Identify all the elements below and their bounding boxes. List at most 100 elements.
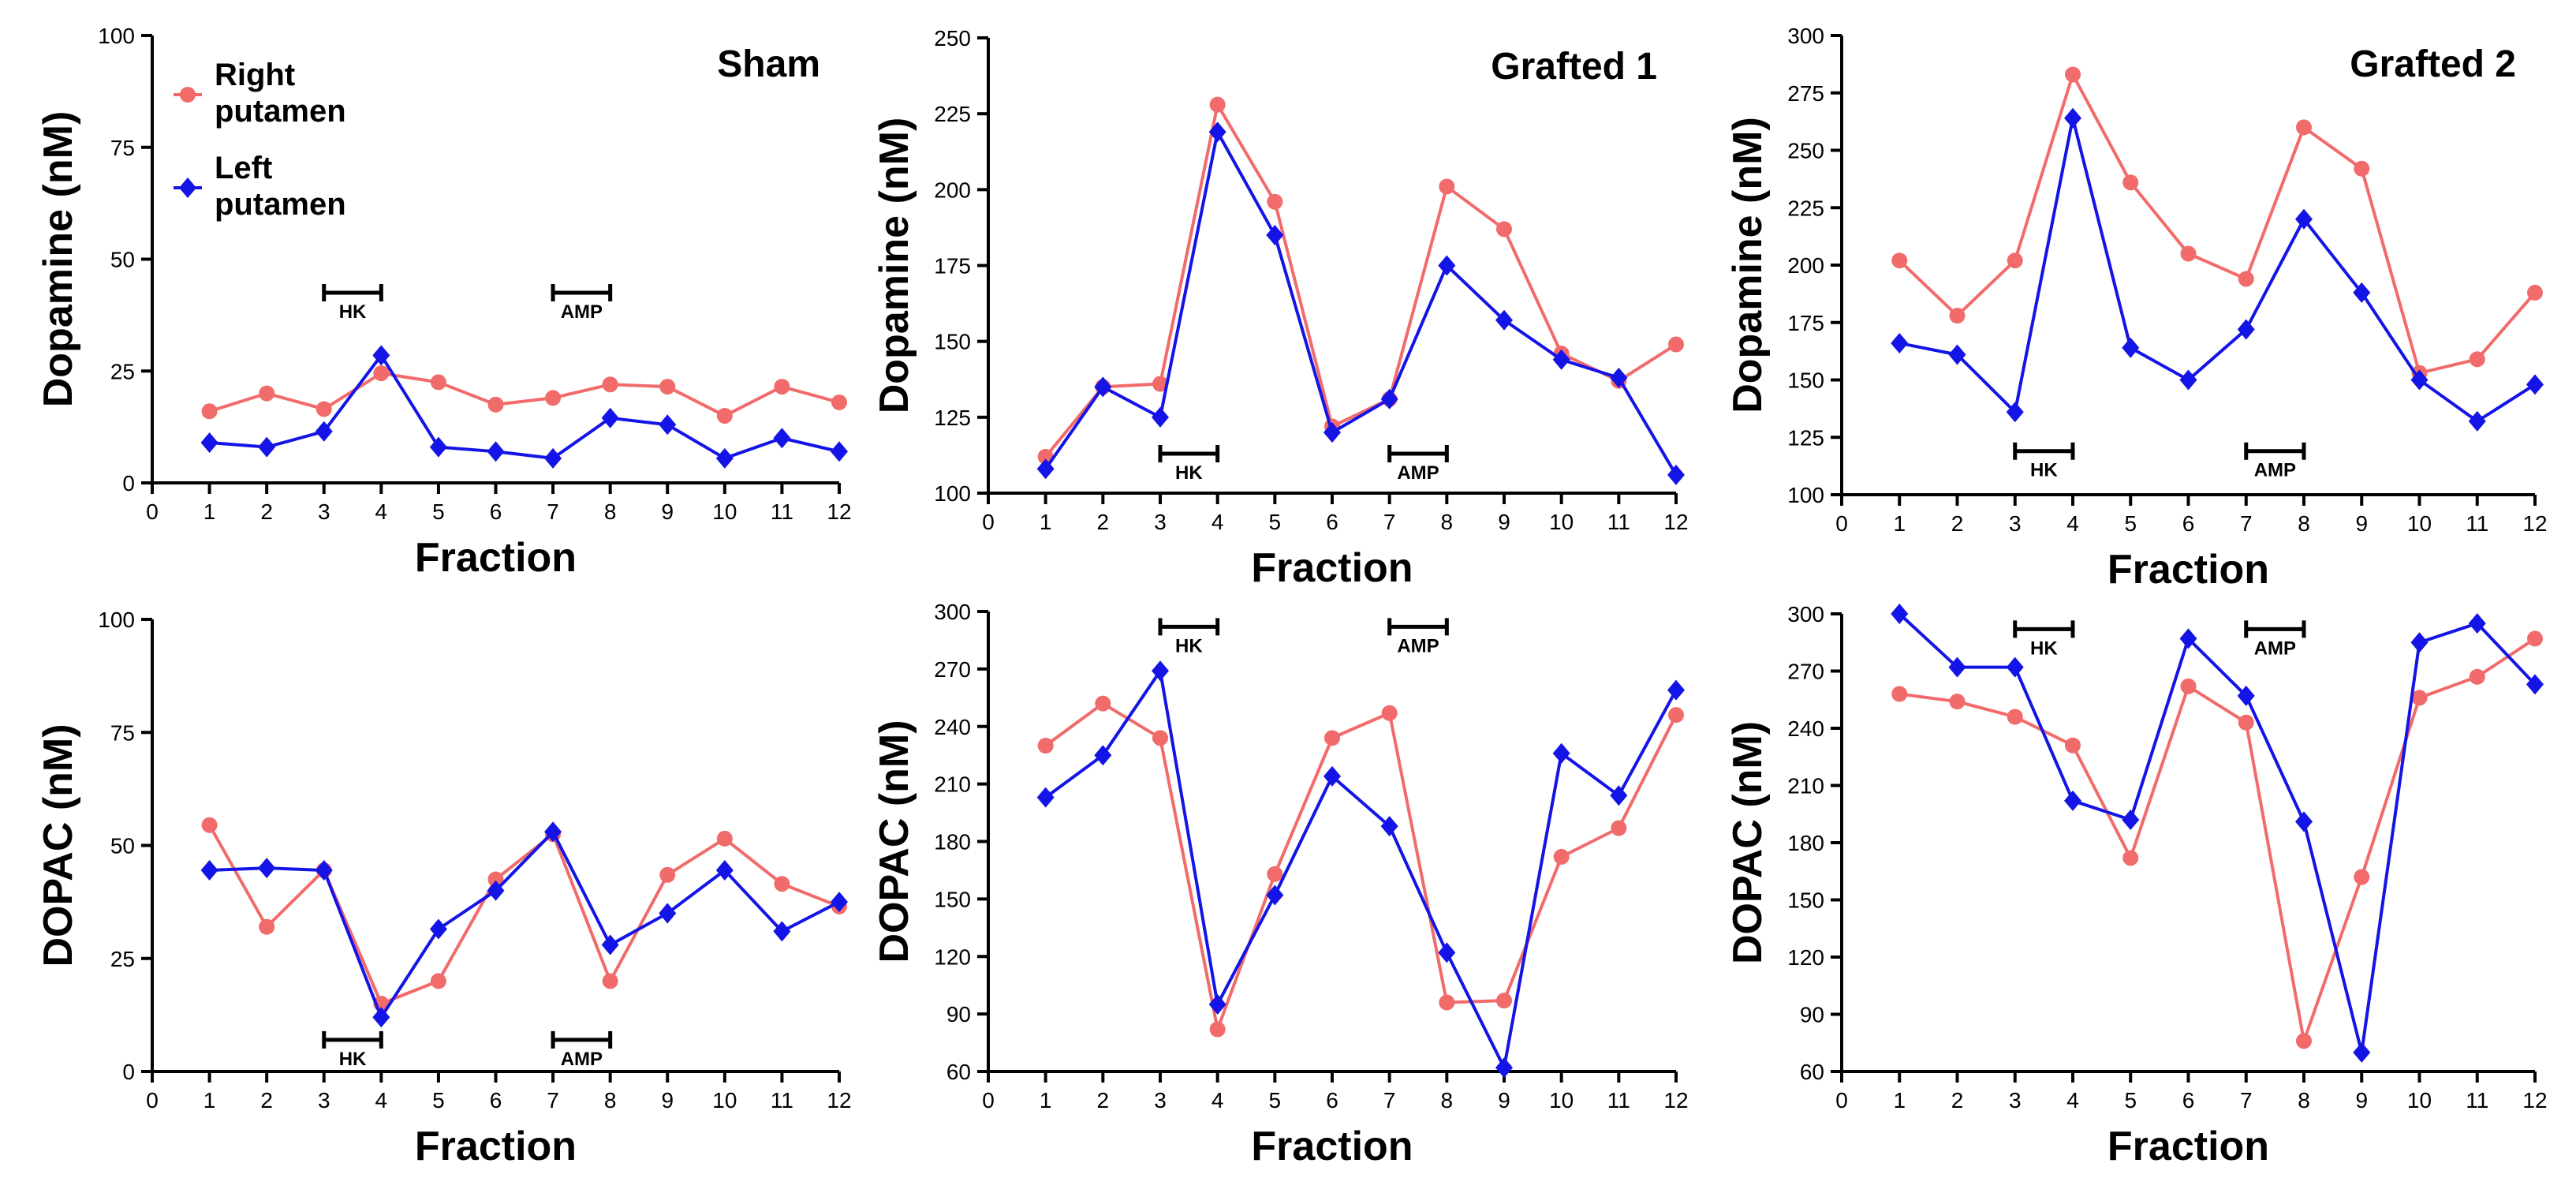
x-tick-label: 12: [2522, 511, 2547, 536]
x-tick-label: 11: [1607, 510, 1630, 534]
data-point-left-putamen: [2122, 337, 2140, 358]
data-point-left-putamen: [1036, 787, 1055, 808]
x-tick-label: 12: [2522, 1088, 2547, 1113]
x-tick-label: 0: [146, 1088, 159, 1113]
y-tick-label: 210: [1787, 774, 1824, 798]
data-point-right-putamen: [1553, 848, 1570, 865]
data-point-right-putamen: [1668, 707, 1684, 724]
data-point-left-putamen: [2353, 282, 2371, 303]
y-tick-label: 225: [1787, 196, 1824, 220]
x-tick-label: 0: [982, 1088, 995, 1113]
data-point-right-putamen: [2469, 668, 2485, 685]
data-point-left-putamen: [1380, 816, 1398, 837]
series-line-right-putamen: [207, 824, 840, 1006]
data-point-left-putamen: [1495, 1057, 1513, 1079]
x-tick-label: 5: [2124, 1088, 2137, 1113]
data-point-right-putamen: [1891, 252, 1908, 269]
y-tick-label: 50: [110, 834, 135, 858]
data-point-left-putamen: [1610, 785, 1628, 806]
x-tick-label: 1: [203, 499, 216, 524]
bracket-label: AMP: [561, 301, 603, 323]
x-tick-label: 0: [1835, 1088, 1848, 1113]
data-point-right-putamen: [2527, 630, 2543, 647]
y-axis-title: Dopamine (nM): [1725, 117, 1771, 413]
data-point-right-putamen: [2122, 850, 2139, 866]
legend-marker-right: [180, 87, 196, 103]
data-point-left-putamen: [429, 436, 447, 458]
bracket-label: AMP: [2254, 638, 2296, 659]
data-point-right-putamen: [487, 871, 504, 888]
y-axis-title: Dopamine (nM): [35, 111, 81, 408]
data-point-left-putamen: [2237, 685, 2255, 706]
x-tick-label: 8: [604, 1088, 617, 1113]
data-point-left-putamen: [1152, 406, 1169, 428]
data-point-left-putamen: [2122, 810, 2140, 830]
panel-title: Grafted 2: [2350, 43, 2516, 85]
bracket-line: [1158, 618, 1220, 636]
bracket-label: AMP: [2254, 460, 2296, 481]
data-point-left-putamen: [1438, 255, 1456, 276]
bracket-label: AMP: [561, 1049, 603, 1070]
data-point-left-putamen: [2064, 790, 2081, 811]
series-line-left-putamen: [209, 828, 840, 1021]
data-point-right-putamen: [2007, 709, 2023, 725]
y-tick-label: 250: [1787, 139, 1824, 163]
x-tick-label: 10: [712, 499, 737, 524]
x-tick-label: 0: [1835, 511, 1848, 536]
y-tick-label: 240: [934, 715, 971, 739]
x-tick-label: 4: [1211, 1088, 1224, 1113]
x-tick-label: 11: [2466, 1088, 2488, 1113]
data-point-left-putamen: [2006, 656, 2024, 678]
data-point-left-putamen: [1948, 656, 1966, 678]
bracket-label: AMP: [1397, 462, 1439, 484]
annotation-bracket-hk: HK: [2013, 620, 2075, 659]
bracket-line: [2013, 620, 2075, 638]
y-tick-label: 100: [98, 608, 135, 632]
x-tick-label: 3: [318, 1088, 330, 1113]
data-point-left-putamen: [1552, 349, 1570, 370]
bracket-line: [2244, 442, 2306, 460]
data-point-left-putamen: [831, 892, 848, 913]
data-point-right-putamen: [1209, 96, 1226, 113]
y-tick-label: 175: [1787, 311, 1824, 335]
x-tick-label: 6: [490, 499, 502, 524]
bracket-label: HK: [1175, 635, 1203, 656]
data-point-right-putamen: [831, 394, 847, 410]
x-tick-label: 5: [1269, 1088, 1282, 1113]
data-point-left-putamen: [1152, 660, 1169, 682]
x-tick-label: 3: [318, 499, 330, 524]
data-point-left-putamen: [1552, 742, 1570, 764]
data-point-left-putamen: [1323, 422, 1341, 443]
data-point-left-putamen: [715, 447, 734, 469]
x-axis-title: Fraction: [2107, 1124, 2269, 1169]
x-tick-label: 1: [1893, 1088, 1906, 1113]
x-tick-label: 7: [1383, 510, 1396, 534]
annotation-bracket-amp: AMP: [551, 1030, 613, 1070]
y-tick-label: 300: [1787, 602, 1824, 626]
data-point-left-putamen: [258, 858, 276, 879]
series-line-right-putamen: [1044, 100, 1678, 458]
x-tick-label: 7: [1383, 1088, 1396, 1113]
y-tick-label: 150: [1787, 368, 1824, 393]
x-tick-label: 7: [547, 499, 559, 524]
data-point-left-putamen: [544, 447, 562, 469]
y-tick-label: 50: [110, 248, 135, 272]
data-point-right-putamen: [2296, 1033, 2312, 1049]
y-tick-label: 75: [110, 720, 135, 745]
bracket-label: AMP: [1397, 635, 1439, 656]
x-tick-label: 9: [661, 499, 674, 524]
data-point-right-putamen: [2007, 252, 2023, 269]
bracket-line: [551, 284, 613, 302]
x-tick-label: 5: [432, 499, 445, 524]
data-point-right-putamen: [1496, 221, 1512, 237]
x-tick-label: 6: [2182, 1088, 2195, 1113]
y-tick-label: 60: [946, 1060, 971, 1084]
bracket-line: [1387, 618, 1449, 636]
panel-title: Grafted 1: [1491, 46, 1657, 88]
annotation-bracket-amp: AMP: [1387, 444, 1449, 484]
data-point-right-putamen: [774, 379, 790, 395]
data-point-left-putamen: [2526, 674, 2544, 695]
data-point-left-putamen: [715, 860, 734, 881]
